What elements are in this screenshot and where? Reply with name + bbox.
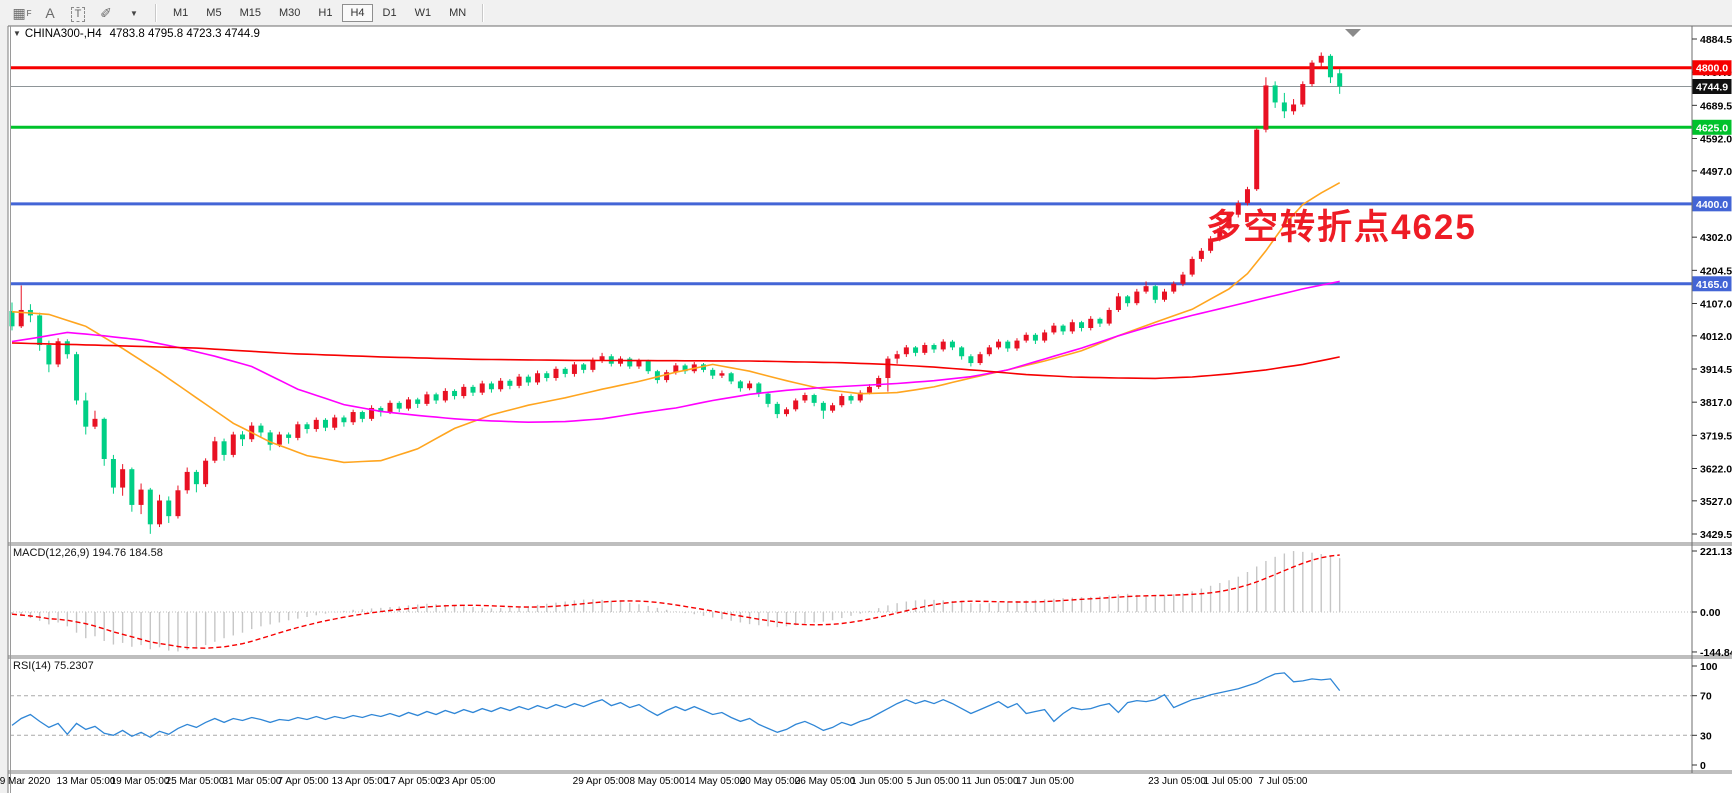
price-tick-label: 4497.0 (1700, 166, 1732, 178)
price-tick-label: 4012.0 (1700, 331, 1732, 343)
time-tick-label: 9 Mar 2020 (0, 776, 51, 787)
price-badge-label: 4165.0 (1696, 279, 1728, 291)
timeframe-button-m1[interactable]: M1 (173, 6, 189, 19)
time-tick-label: 25 Mar 05:00 (166, 776, 225, 787)
rsi-tick-label: 100 (1700, 661, 1718, 673)
time-tick-label: 8 May 05:00 (629, 776, 684, 787)
price-tick-label: 3914.5 (1700, 364, 1732, 376)
crayons-icon[interactable]: ✐ (100, 5, 112, 21)
price-badge-label: 4800.0 (1696, 63, 1728, 75)
collapse-triangle-icon[interactable]: ▼ (13, 29, 21, 38)
time-tick-label: 19 Mar 05:00 (111, 776, 170, 787)
grid-f-icon[interactable]: ▦ F (12, 5, 32, 21)
time-tick-label: 17 Apr 05:00 (385, 776, 442, 787)
caret-down-icon[interactable]: ▼ (130, 9, 138, 18)
timeframe-button-mn[interactable]: MN (449, 6, 467, 19)
time-tick-label: 29 Apr 05:00 (573, 776, 630, 787)
ma-slow-red (11, 342, 1340, 380)
toolbar: ▦ F A T ✐ ▼ M1 M5 M15 M30 H1 H4 D1 W1 MN (0, 0, 1732, 25)
timeframe-button-m30[interactable]: M30 (278, 6, 301, 19)
time-tick-label: 13 Apr 05:00 (332, 776, 389, 787)
price-tick-label: 4689.5 (1700, 100, 1732, 112)
price-badge-label: 4625.0 (1696, 122, 1728, 134)
price-badge (1692, 276, 1732, 292)
chart-text-annotation: 多空转折点4625 (1206, 208, 1477, 247)
time-tick-label: 26 May 05:00 (795, 776, 856, 787)
candles-layer[interactable] (9, 52, 1343, 534)
timeframe-group: M1 M5 M15 M30 H1 H4 D1 W1 MN (164, 3, 475, 22)
macd-pane[interactable] (10, 551, 1692, 652)
time-tick-label: 13 Mar 05:00 (57, 776, 116, 787)
toolbar-tools: ▦ F A T ✐ ▼ (8, 3, 148, 22)
ohlc-values: 4783.8 4795.8 4723.3 4744.9 (109, 28, 260, 40)
time-tick-label: 23 Apr 05:00 (439, 776, 496, 787)
timeframe-button-m5[interactable]: M5 (206, 6, 222, 19)
chart-shift-marker-icon[interactable] (1345, 29, 1361, 37)
price-tick-label: 3622.0 (1700, 464, 1732, 476)
rsi-tick-label: 0 (1700, 760, 1706, 772)
price-tick-label: 4302.0 (1700, 232, 1732, 244)
rsi-line (11, 672, 1341, 739)
price-tick-label: 3817.0 (1700, 397, 1732, 409)
macd-tick-label: 221.13 (1700, 546, 1732, 558)
time-tick-label: 7 Jul 05:00 (1259, 776, 1308, 787)
time-tick-label: 7 Apr 05:00 (277, 776, 329, 787)
price-badge (1692, 78, 1732, 94)
price-axis[interactable]: 4884.54787.04689.54592.04497.04302.04204… (1692, 34, 1732, 541)
macd-signal-line (11, 554, 1340, 649)
macd-tick-label: -144.84 (1700, 647, 1732, 659)
price-badge-label: 4400.0 (1696, 199, 1728, 211)
price-tick-label: 3527.0 (1700, 496, 1732, 508)
time-tick-label: 5 Jun 05:00 (907, 776, 960, 787)
ma-medium-magenta (11, 280, 1340, 424)
macd-tick-label: 0.00 (1700, 607, 1721, 619)
rsi-tick-label: 70 (1700, 691, 1712, 703)
price-badge-label: 4744.9 (1696, 81, 1728, 93)
rsi-tick-label: 30 (1700, 730, 1712, 742)
price-tick-label: 4592.0 (1700, 134, 1732, 146)
toolbar-separator (155, 3, 157, 22)
textbox-t-icon[interactable]: T (67, 3, 89, 22)
price-tick-label: 4204.5 (1700, 265, 1732, 277)
timeframe-button-w1[interactable]: W1 (414, 6, 432, 19)
pane-borders (7, 25, 1732, 793)
rsi-pane[interactable] (10, 672, 1692, 739)
price-tick-label: 4884.5 (1700, 34, 1732, 46)
timeframe-button-m15[interactable]: M15 (239, 6, 261, 19)
indicator-axis: 221.13 0.00 -144.84 100 70 30 0 (1692, 546, 1732, 772)
time-tick-label: 1 Jun 05:00 (851, 776, 904, 787)
toolbar-separator (482, 3, 485, 22)
label-a-icon[interactable]: A (45, 5, 55, 21)
symbol-period-label: CHINA300-,H4 (24, 28, 102, 40)
time-tick-label: 11 Jun 05:00 (961, 776, 1019, 787)
rsi-indicator-label: RSI(14) 75.2307 (13, 660, 94, 672)
time-tick-label: 1 Jul 05:00 (1204, 776, 1253, 787)
time-tick-label: 14 May 05:00 (685, 776, 746, 787)
time-tick-label: 20 May 05:00 (740, 776, 801, 787)
horizontal-line-objects (10, 66, 1692, 286)
time-tick-label: 23 Jun 05:00 (1148, 776, 1206, 787)
time-tick-label: 17 Jun 05:00 (1016, 776, 1074, 787)
timeframe-button-h4[interactable]: H4 (342, 3, 373, 22)
timeframe-button-h1[interactable]: H1 (318, 6, 333, 19)
price-badge (1692, 196, 1732, 212)
macd-indicator-label: MACD(12,26,9) 194.76 184.58 (13, 547, 163, 559)
price-badge (1692, 60, 1732, 76)
time-tick-label: 31 Mar 05:00 (223, 776, 282, 787)
timeframe-button-d1[interactable]: D1 (382, 6, 397, 19)
chart-header: ▼ CHINA300-,H4 4783.8 4795.8 4723.3 4744.9 (13, 28, 260, 40)
price-tick-label: 3429.5 (1700, 529, 1732, 541)
price-badge (1692, 119, 1732, 135)
price-tick-label: 3719.5 (1700, 430, 1732, 442)
price-tick-label: 4107.0 (1700, 299, 1732, 311)
